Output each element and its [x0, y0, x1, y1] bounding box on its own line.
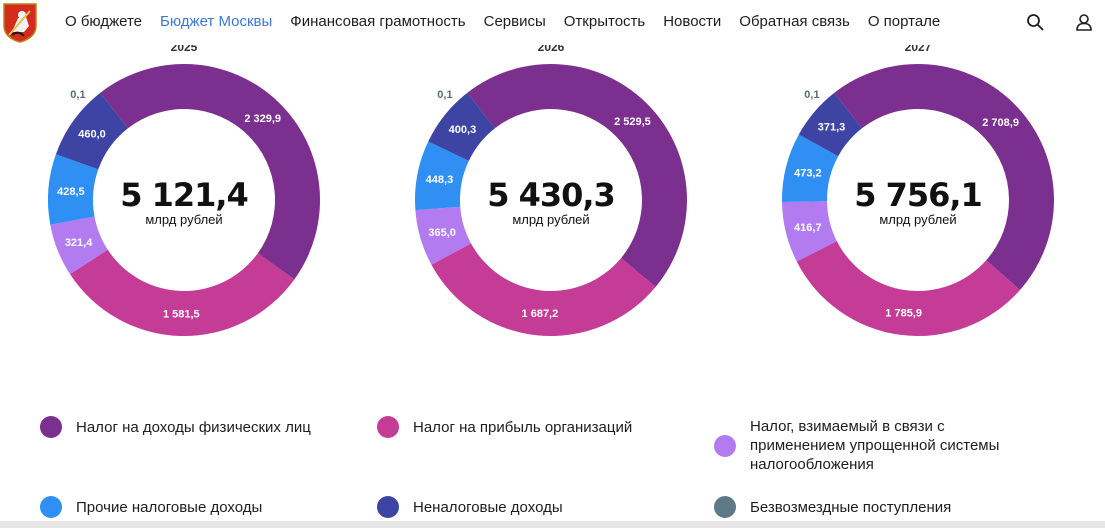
nav-item-about-budget[interactable]: О бюджете: [65, 13, 143, 30]
donut-segment-ndfl[interactable]: [467, 63, 687, 287]
donut-segment-usn[interactable]: [782, 201, 837, 262]
donut-segment-ndfl[interactable]: [834, 64, 1054, 290]
legend-swatch-usn: [714, 434, 736, 457]
legend-label: Налог, взимаемый в связи с применением у…: [750, 418, 1000, 473]
chart-total-value: 5 430,3: [487, 176, 615, 214]
chart-total-unit: млрд рублей: [879, 212, 956, 227]
donut-segment-usn[interactable]: [415, 206, 471, 265]
chart-total-unit: млрд рублей: [145, 212, 222, 227]
legend-label: Безвозмездные поступления: [750, 498, 952, 516]
data-label-nontax: 460,0: [78, 129, 106, 141]
data-label-ndfl: 2 529,5: [614, 116, 651, 128]
user-icon[interactable]: [1075, 13, 1093, 31]
data-label-gratuitous: 0,1: [70, 89, 85, 101]
donut-segment-nontax[interactable]: [55, 92, 128, 170]
legend-item-profit-tax[interactable]: Налог на прибыль организаций: [377, 416, 632, 438]
data-label-usn: 365,0: [428, 227, 456, 239]
legend-label: Налог на доходы физических лиц: [76, 418, 311, 436]
chart-total-value: 5 121,4: [120, 176, 248, 214]
legend-label: Налог на прибыль организаций: [413, 418, 633, 436]
donut-segment-other_tax[interactable]: [415, 141, 469, 211]
donut-chart-2026: 2 529,5 1 687,2 365,0 448,3 400,3 0,1 5 430,3м…: [415, 63, 687, 336]
legend-swatch-gratuitous: [714, 496, 736, 518]
moscow-coat-of-arms-logo[interactable]: [2, 2, 38, 43]
nav-item-news[interactable]: Новости: [663, 13, 722, 30]
nav-item-openness[interactable]: Открытость: [563, 13, 646, 30]
donut-segment-profit[interactable]: [796, 241, 1020, 336]
donut-segment-other_tax[interactable]: [782, 134, 839, 202]
donut-segment-ndfl[interactable]: [100, 64, 320, 280]
donut-segment-gratuitous[interactable]: [834, 92, 862, 129]
legend-swatch-profit-tax: [377, 416, 399, 438]
bottom-strip: [0, 521, 1105, 528]
data-label-gratuitous: 0,1: [804, 89, 819, 101]
search-icon[interactable]: [1026, 13, 1044, 31]
legend-label: Неналоговые доходы: [413, 498, 563, 516]
donut-segment-profit[interactable]: [70, 249, 295, 336]
data-label-other_tax: 428,5: [57, 186, 85, 198]
nav-item-about-portal[interactable]: О портале: [867, 13, 941, 30]
legend-item-gratuitous[interactable]: Безвозмездные поступления: [714, 496, 951, 518]
data-label-profit: 1 785,9: [885, 308, 922, 320]
data-label-gratuitous: 0,1: [437, 89, 452, 101]
nav-item-services[interactable]: Сервисы: [483, 13, 546, 30]
nav-item-feedback[interactable]: Обратная связь: [739, 13, 850, 30]
donut-segment-gratuitous[interactable]: [467, 92, 495, 129]
data-label-ndfl: 2 708,9: [982, 117, 1019, 129]
nav-item-moscow-budget[interactable]: Бюджет Москвы: [160, 13, 273, 30]
donut-segment-profit[interactable]: [431, 243, 656, 336]
donut-chart-2025: 2 329,9 1 581,5 321,4 428,5 460,0 0,1 5 121,4м…: [47, 64, 320, 336]
legend-label: Прочие налоговые доходы: [76, 498, 263, 516]
donut-segment-nontax[interactable]: [428, 92, 495, 161]
legend-swatch-other-tax: [40, 496, 62, 518]
donut-segment-nontax[interactable]: [798, 92, 862, 157]
data-label-usn: 321,4: [65, 237, 93, 249]
donut-segment-usn[interactable]: [50, 216, 108, 275]
data-label-other_tax: 448,3: [426, 174, 454, 186]
data-label-usn: 416,7: [794, 222, 822, 234]
chart-total-unit: млрд рублей: [512, 212, 589, 227]
legend-item-other-tax[interactable]: Прочие налоговые доходы: [40, 496, 262, 518]
data-label-profit: 1 581,5: [163, 308, 200, 320]
donut-chart-2027: 2 708,9 1 785,9 416,7 473,2 371,3 0,1 5 756,1м…: [782, 64, 1054, 336]
data-label-ndfl: 2 329,9: [244, 113, 281, 125]
nav-item-financial-literacy[interactable]: Финансовая грамотность: [290, 13, 466, 30]
data-label-other_tax: 473,2: [794, 168, 822, 180]
site-header: О бюджете Бюджет Москвы Финансовая грамо…: [0, 0, 1105, 45]
donut-segment-other_tax[interactable]: [47, 154, 99, 225]
data-label-nontax: 400,3: [449, 124, 477, 136]
main-nav: О бюджете Бюджет Москвы Финансовая грамо…: [65, 13, 958, 31]
chart-total-value: 5 756,1: [854, 176, 982, 214]
legend-swatch-nontax: [377, 496, 399, 518]
data-label-profit: 1 687,2: [522, 308, 559, 320]
legend-item-ndfl[interactable]: Налог на доходы физических лиц: [40, 416, 311, 438]
legend-item-usn[interactable]: Налог, взимаемый в связи с применением у…: [714, 417, 1044, 474]
data-label-nontax: 371,3: [818, 121, 846, 133]
legend-item-nontax[interactable]: Неналоговые доходы: [377, 496, 563, 518]
legend-swatch-ndfl: [40, 416, 62, 438]
donut-segment-gratuitous[interactable]: [100, 92, 128, 129]
